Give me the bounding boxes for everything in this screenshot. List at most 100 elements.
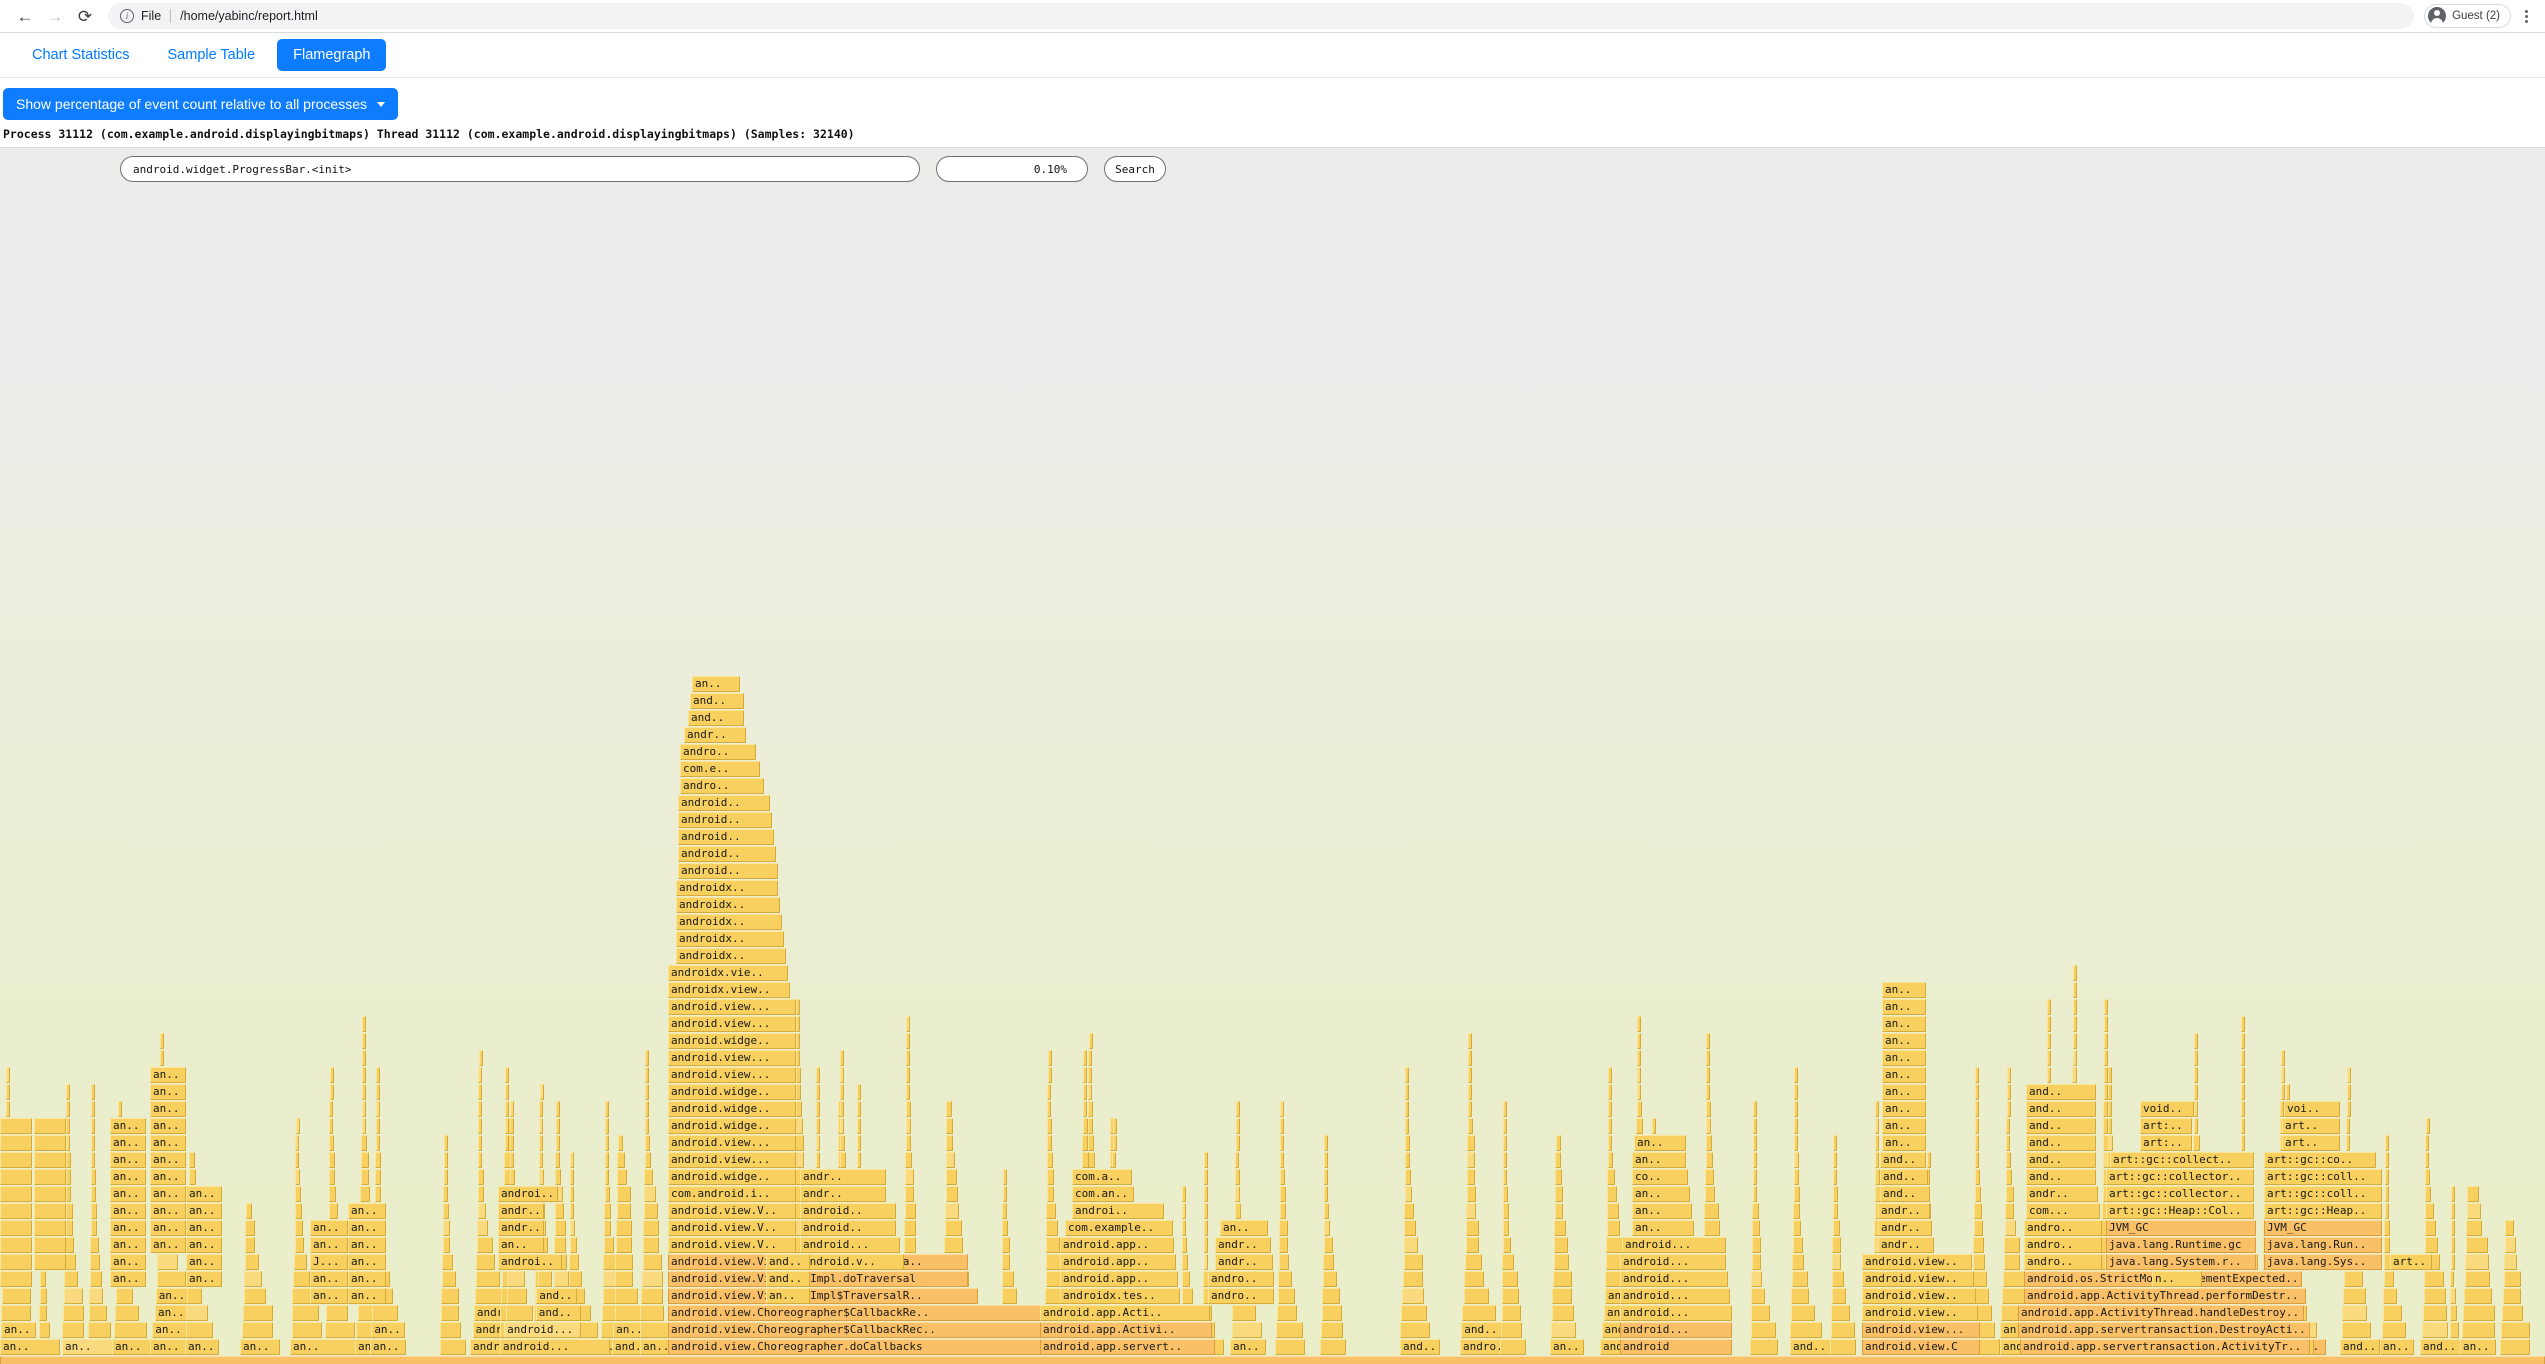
flame-frame[interactable]: an.. xyxy=(62,1339,114,1355)
flame-frame[interactable]: an.. xyxy=(1,1322,36,1338)
flame-frame[interactable] xyxy=(1324,1152,1329,1168)
flame-frame[interactable] xyxy=(478,1169,484,1185)
flame-frame[interactable] xyxy=(88,1305,108,1321)
flame-frame[interactable] xyxy=(555,1203,564,1219)
flame-frame[interactable] xyxy=(840,1101,845,1117)
flame-frame[interactable] xyxy=(2002,1271,2027,1287)
flame-frame[interactable] xyxy=(156,1271,186,1287)
flame-frame[interactable] xyxy=(241,1322,274,1338)
flame-frame[interactable]: android... xyxy=(1620,1271,1728,1287)
flame-frame[interactable]: androi.. xyxy=(498,1186,558,1202)
flame-frame[interactable] xyxy=(1974,1067,1979,1083)
flame-frame[interactable] xyxy=(643,1237,660,1253)
flame-frame[interactable] xyxy=(1705,1152,1714,1168)
flame-frame[interactable] xyxy=(114,1322,147,1338)
flame-frame[interactable]: com.an.. xyxy=(1072,1186,1134,1202)
flame-frame[interactable] xyxy=(66,1135,71,1151)
flame-frame[interactable] xyxy=(443,1152,448,1168)
flame-frame[interactable] xyxy=(1500,1339,1526,1355)
flame-frame[interactable] xyxy=(2280,1067,2285,1083)
flame-frame[interactable] xyxy=(1002,1186,1007,1202)
flame-frame[interactable] xyxy=(643,1220,659,1236)
flame-frame[interactable] xyxy=(0,1203,32,1219)
flame-frame[interactable]: andr.. xyxy=(684,727,746,743)
flame-frame[interactable]: com... xyxy=(2026,1203,2100,1219)
flame-frame[interactable] xyxy=(1405,1118,1410,1134)
flame-frame[interactable] xyxy=(641,1271,663,1287)
flame-frame[interactable] xyxy=(1235,1169,1240,1185)
flame-frame[interactable] xyxy=(2346,1135,2351,1151)
flame-frame[interactable] xyxy=(329,1152,335,1168)
flame-frame[interactable] xyxy=(360,1169,370,1185)
flame-frame[interactable] xyxy=(510,1101,515,1117)
kebab-menu-icon[interactable] xyxy=(2517,5,2535,27)
flame-frame[interactable] xyxy=(1323,1254,1335,1270)
flame-frame[interactable] xyxy=(64,1271,79,1287)
flame-frame[interactable] xyxy=(1555,1135,1561,1151)
flame-frame[interactable] xyxy=(604,1203,611,1219)
flame-frame[interactable] xyxy=(2006,1152,2012,1168)
flame-frame[interactable]: android... xyxy=(800,1237,900,1253)
flame-frame[interactable]: android... xyxy=(1620,1254,1726,1270)
flame-frame[interactable] xyxy=(840,1084,845,1100)
flame-frame[interactable] xyxy=(1047,1050,1052,1066)
flame-frame[interactable] xyxy=(34,1237,66,1253)
flame-frame[interactable] xyxy=(2103,1118,2109,1134)
flame-frame[interactable] xyxy=(1463,1288,1490,1304)
flame-frame[interactable] xyxy=(441,1288,460,1304)
flame-frame[interactable] xyxy=(2280,1101,2285,1117)
flame-frame[interactable] xyxy=(1235,1186,1241,1202)
flame-frame[interactable] xyxy=(1278,1237,1288,1253)
flame-frame[interactable] xyxy=(795,1101,803,1117)
flame-frame[interactable] xyxy=(1466,1169,1476,1185)
flame-frame[interactable] xyxy=(2004,1237,2021,1253)
flame-frame[interactable]: an.. xyxy=(0,1339,60,1355)
flame-frame[interactable] xyxy=(360,1186,370,1202)
flame-frame[interactable] xyxy=(1501,1322,1523,1338)
flame-frame[interactable]: an.. xyxy=(150,1169,186,1185)
flame-frame[interactable]: android.app.servertransaction.ActivityTr… xyxy=(2020,1339,2310,1355)
flame-frame[interactable] xyxy=(1400,1322,1430,1338)
flame-frame[interactable] xyxy=(91,1101,96,1117)
flame-frame[interactable]: an.. xyxy=(348,1237,386,1253)
flame-frame[interactable]: an.. xyxy=(613,1322,649,1338)
flame-frame[interactable] xyxy=(2047,999,2052,1015)
flame-frame[interactable] xyxy=(65,1203,74,1219)
flame-frame[interactable] xyxy=(1203,1237,1208,1253)
flame-frame[interactable] xyxy=(507,1271,526,1287)
flame-frame[interactable]: an.. xyxy=(1882,1033,1926,1049)
flame-frame[interactable] xyxy=(1320,1339,1346,1355)
flame-frame[interactable] xyxy=(2424,1220,2436,1236)
flame-frame[interactable] xyxy=(1002,1237,1010,1253)
flame-frame[interactable] xyxy=(1047,1101,1052,1117)
flame-frame[interactable]: android xyxy=(1620,1339,1732,1355)
flame-frame[interactable] xyxy=(90,1186,97,1202)
flame-frame[interactable] xyxy=(477,1203,487,1219)
flame-frame[interactable] xyxy=(1082,1101,1087,1117)
flame-frame[interactable] xyxy=(292,1305,320,1321)
flame-frame[interactable] xyxy=(34,1118,66,1134)
flame-frame[interactable] xyxy=(89,1271,102,1287)
flame-frame[interactable] xyxy=(329,1101,334,1117)
flame-frame[interactable] xyxy=(1323,1186,1328,1202)
flame-frame[interactable] xyxy=(857,1152,862,1168)
flame-frame[interactable] xyxy=(0,1271,32,1287)
flame-frame[interactable] xyxy=(2046,1050,2051,1066)
flame-frame[interactable] xyxy=(1974,1152,1979,1168)
flame-frame[interactable]: andr.. xyxy=(498,1220,544,1236)
flame-frame[interactable]: java.lang.Sys.. xyxy=(2264,1254,2382,1270)
flame-frame[interactable] xyxy=(905,1152,913,1168)
flame-frame[interactable]: an.. xyxy=(186,1186,222,1202)
flame-frame[interactable] xyxy=(840,1067,845,1083)
flame-frame[interactable] xyxy=(1794,1084,1799,1100)
flame-frame[interactable]: an.. xyxy=(2380,1339,2414,1355)
flame-frame[interactable]: and.. xyxy=(1880,1186,1930,1202)
forward-arrow-icon[interactable]: → xyxy=(46,6,64,26)
flame-frame[interactable] xyxy=(295,1169,300,1185)
flame-frame[interactable] xyxy=(0,1152,32,1168)
flame-frame[interactable] xyxy=(0,1356,2545,1364)
flame-frame[interactable] xyxy=(1467,1101,1473,1117)
flame-frame[interactable] xyxy=(1279,1220,1289,1236)
flame-frame[interactable] xyxy=(2006,1084,2011,1100)
flame-frame[interactable]: android.view... xyxy=(1862,1322,1980,1338)
